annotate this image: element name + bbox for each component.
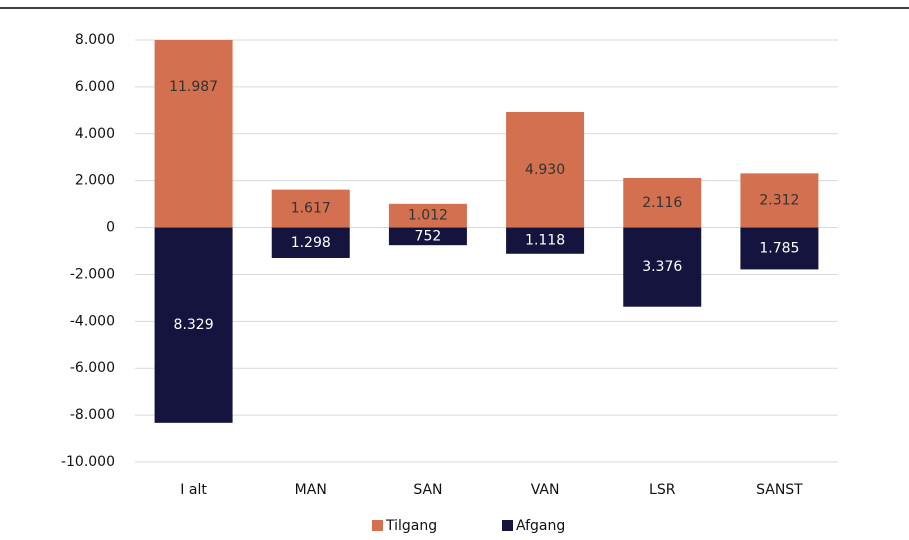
y-tick-label: -10.000 [61, 454, 115, 470]
legend-label: Afgang [516, 518, 565, 534]
y-tick-label: -6.000 [70, 360, 115, 376]
x-tick-label: LSR [649, 482, 676, 498]
bar [740, 227, 819, 270]
y-tick-label: 6.000 [75, 79, 115, 95]
y-tick-label: 4.000 [75, 126, 115, 142]
bar [388, 203, 467, 228]
bar [154, 227, 233, 423]
bar [740, 173, 819, 228]
bar [623, 227, 702, 307]
legend-swatch [372, 520, 383, 531]
data-label: 1.785 [759, 240, 799, 256]
data-label: 752 [415, 228, 442, 244]
y-tick-label: -4.000 [70, 313, 115, 329]
data-label: 11.987 [169, 79, 218, 95]
bar [271, 227, 350, 258]
legend-label: Tilgang [385, 518, 437, 534]
bar [623, 177, 702, 228]
x-tick-label: VAN [531, 482, 560, 498]
data-label: 2.312 [759, 192, 799, 208]
data-label: 4.930 [525, 162, 565, 178]
bar [388, 227, 467, 246]
labels: -10.000 -8.000 -6.000 -4.000 -2.000 0 2.000 4.0… [61, 32, 803, 534]
x-tick-label: SANST [756, 482, 803, 498]
x-tick-label: I alt [180, 482, 207, 498]
bar [506, 111, 585, 228]
y-tick-label: -2.000 [70, 266, 115, 282]
data-label: 2.116 [642, 195, 682, 211]
legend-swatch [502, 520, 513, 531]
y-tick-label: -8.000 [70, 407, 115, 423]
data-label: 1.012 [408, 208, 448, 224]
data-label: 3.376 [642, 259, 682, 275]
grid [135, 39, 838, 463]
x-tick-label: MAN [295, 482, 327, 498]
data-label: 1.118 [525, 233, 565, 249]
data-label: 8.329 [174, 317, 214, 333]
y-tick-label: 0 [106, 220, 115, 236]
y-tick-label: 2.000 [75, 173, 115, 189]
data-label: 1.298 [291, 235, 331, 251]
bars [154, 40, 819, 423]
bar [271, 189, 350, 228]
bar [506, 227, 585, 254]
data-label: 1.617 [291, 201, 331, 217]
x-tick-label: SAN [413, 482, 442, 498]
y-tick-label: 8.000 [75, 32, 115, 48]
bar [154, 40, 233, 228]
